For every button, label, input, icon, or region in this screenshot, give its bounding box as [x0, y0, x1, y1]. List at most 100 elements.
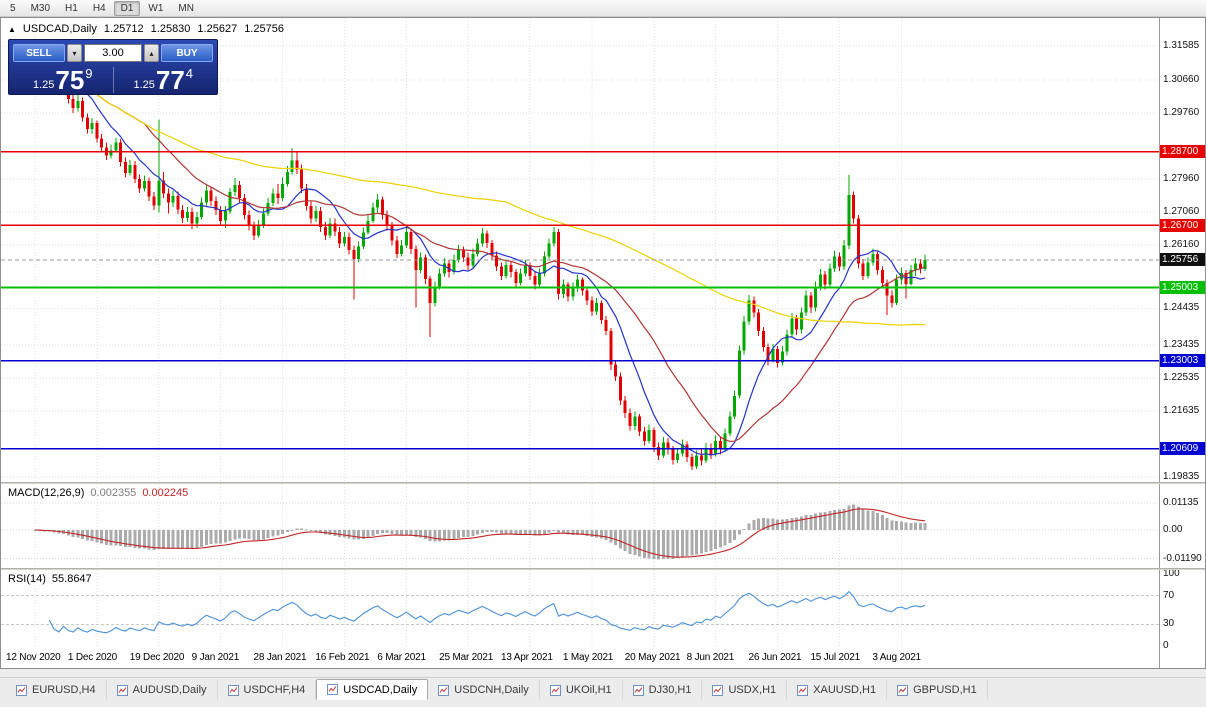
- macd-indicator-label: MACD(12,26,9) 0.002355 0.002245: [8, 487, 188, 499]
- timeframe-button-d1[interactable]: D1: [113, 0, 141, 16]
- volume-increase-button[interactable]: ▴: [144, 44, 159, 62]
- macd-axis-tick: -0.01190: [1163, 552, 1202, 564]
- date-axis-label: 6 Mar 2021: [377, 652, 426, 663]
- macd-name: MACD(12,26,9): [8, 487, 85, 499]
- hline-price-label: 1.28700: [1160, 145, 1205, 159]
- price-axis-tick: 1.27960: [1163, 173, 1200, 184]
- chart-tab-label: UKOil,H1: [565, 684, 612, 696]
- price-axis-tick: 1.19835: [1163, 471, 1200, 482]
- price-axis-tick: 1.21635: [1163, 405, 1200, 416]
- macd-indicator-canvas[interactable]: [1, 484, 1159, 568]
- chart-tab-dj30[interactable]: DJ30,H1: [623, 680, 703, 700]
- buy-price-display[interactable]: 1.25 77 4: [114, 67, 214, 93]
- chart-tab-icon: [797, 684, 809, 696]
- sell-button[interactable]: SELL: [13, 44, 65, 62]
- price-axis-tick: 1.24435: [1163, 302, 1200, 314]
- chart-tab-label: DJ30,H1: [648, 684, 692, 696]
- date-axis-label: 20 May 2021: [624, 652, 681, 663]
- chart-tab-icon: [712, 684, 724, 696]
- chart-tab-label: XAUUSD,H1: [813, 684, 877, 696]
- pane-separator[interactable]: [1, 568, 1205, 570]
- macd-signal-value: 0.002245: [142, 487, 189, 499]
- chart-plot-area: 12 Nov 2020 1 Dec 2020 19 Dec 2020 9 Jan 20…: [1, 18, 1159, 668]
- rsi-axis-tick: 30: [1163, 618, 1175, 630]
- chart-tab-label: USDCNH,Daily: [454, 684, 529, 696]
- sell-price-pip-digit: 9: [85, 66, 93, 81]
- rsi-axis-tick: 70: [1163, 589, 1175, 601]
- chart-window: 12 Nov 2020 1 Dec 2020 19 Dec 2020 9 Jan 20…: [0, 17, 1206, 669]
- hline-price-label: 1.26700: [1160, 218, 1205, 232]
- buy-button[interactable]: BUY: [161, 44, 213, 62]
- chart-tab-label: USDX,H1: [728, 684, 777, 696]
- volume-decrease-button[interactable]: ▾: [67, 44, 82, 62]
- chart-tab-usdchf[interactable]: USDCHF,H4: [218, 680, 317, 700]
- chart-tab-label: USDCAD,Daily: [343, 683, 418, 696]
- date-axis-label: 8 Jun 2021: [686, 652, 735, 663]
- date-axis-label: 28 Jan 2021: [253, 652, 307, 663]
- chart-tab-usdcnh[interactable]: USDCNH,Daily: [428, 680, 540, 700]
- buy-price-pip-digit: 4: [185, 66, 194, 81]
- price-axis-tick: 1.31585: [1163, 40, 1200, 51]
- timeframe-button-h1[interactable]: H1: [65, 2, 78, 14]
- current-price-label: 1.25756: [1160, 253, 1205, 267]
- rsi-name: RSI(14): [8, 573, 46, 585]
- chart-tab-audusd[interactable]: AUDUSD,Daily: [107, 680, 218, 700]
- price-axis-tick: 1.30660: [1163, 73, 1200, 85]
- date-axis-label: 9 Jan 2021: [191, 652, 240, 663]
- rsi-axis-tick: 0: [1163, 640, 1169, 651]
- timeframe-toolbar: 5 M30 H1 H4 D1 W1 MN: [0, 0, 1206, 17]
- date-axis-label: 3 Aug 2021: [872, 652, 921, 663]
- timeframe-button-m30[interactable]: M30: [30, 2, 51, 14]
- sell-price-display[interactable]: 1.25 75 9: [13, 67, 113, 93]
- chart-tab-icon: [632, 684, 644, 696]
- one-click-collapse-icon[interactable]: ▲: [8, 24, 16, 34]
- rsi-value: 55.8647: [51, 573, 92, 585]
- price-open-value: 1.25712: [103, 23, 144, 35]
- chart-tab-label: AUDUSD,Daily: [132, 684, 207, 696]
- timeframe-button-5[interactable]: 5: [10, 2, 16, 14]
- timeframe-button-h4[interactable]: H4: [92, 2, 106, 14]
- volume-input[interactable]: [84, 44, 142, 62]
- hline-price-label: 1.20609: [1160, 442, 1205, 456]
- macd-main-value: 0.002355: [90, 487, 137, 499]
- hline-price-label: 1.25003: [1160, 280, 1205, 294]
- time-axis[interactable]: 12 Nov 2020 1 Dec 2020 19 Dec 2020 9 Jan 20…: [1, 648, 1159, 668]
- timeframe-button-mn[interactable]: MN: [178, 2, 194, 14]
- chart-tab-icon: [549, 684, 561, 696]
- rsi-indicator-label: RSI(14) 55.8647: [8, 573, 92, 585]
- price-axis-tick: 1.27060: [1163, 206, 1200, 217]
- macd-axis-tick: 0.01135: [1163, 496, 1199, 508]
- pane-separator[interactable]: [1, 482, 1205, 484]
- date-axis-label: 13 Apr 2021: [501, 652, 553, 663]
- rsi-indicator-canvas[interactable]: [1, 570, 1159, 648]
- date-axis-label: 25 Mar 2021: [439, 652, 494, 663]
- price-close-value: 1.25756: [244, 23, 284, 35]
- chart-tab-usdcad[interactable]: USDCAD,Daily: [316, 679, 429, 700]
- chevron-down-icon: ▾: [72, 48, 77, 58]
- date-axis-label: 12 Nov 2020: [6, 652, 61, 663]
- date-axis-label: 26 Jun 2021: [748, 652, 802, 663]
- rsi-axis-tick: 100: [1163, 568, 1180, 579]
- sell-price-prefix: 1.25: [32, 79, 55, 91]
- price-scale[interactable]: 1.31585 1.30660 1.29760 1.27960 1.27060 1.261…: [1159, 18, 1205, 668]
- hline-price-label: 1.23003: [1160, 354, 1205, 368]
- chart-tab-gbpusd[interactable]: GBPUSD,H1: [887, 680, 988, 700]
- chart-tab-label: USDCHF,H4: [243, 684, 306, 696]
- timeframe-button-w1[interactable]: W1: [148, 2, 164, 14]
- buy-price-big-digits: 77: [155, 65, 185, 95]
- chart-tab-eurusd[interactable]: EURUSD,H4: [6, 680, 107, 700]
- macd-axis-tick: 0.00: [1163, 524, 1183, 535]
- chevron-up-icon: ▴: [149, 48, 154, 58]
- price-divider: [112, 67, 114, 93]
- chart-tab-icon: [227, 684, 239, 696]
- chart-tab-icon: [116, 684, 128, 696]
- date-axis-label: 19 Dec 2020: [129, 652, 185, 663]
- chart-symbol-label: USDCAD,Daily: [22, 23, 97, 35]
- chart-tab-icon: [438, 684, 450, 696]
- chart-ohlc-title: ▲ USDCAD,Daily 1.25712 1.25830 1.25627 1…: [8, 23, 284, 35]
- chart-tab-ukoil[interactable]: UKOil,H1: [540, 680, 623, 700]
- chart-tab-icon: [897, 684, 909, 696]
- chart-tab-xauusd[interactable]: XAUUSD,H1: [787, 680, 888, 700]
- chart-tab-usdx[interactable]: USDX,H1: [702, 680, 788, 700]
